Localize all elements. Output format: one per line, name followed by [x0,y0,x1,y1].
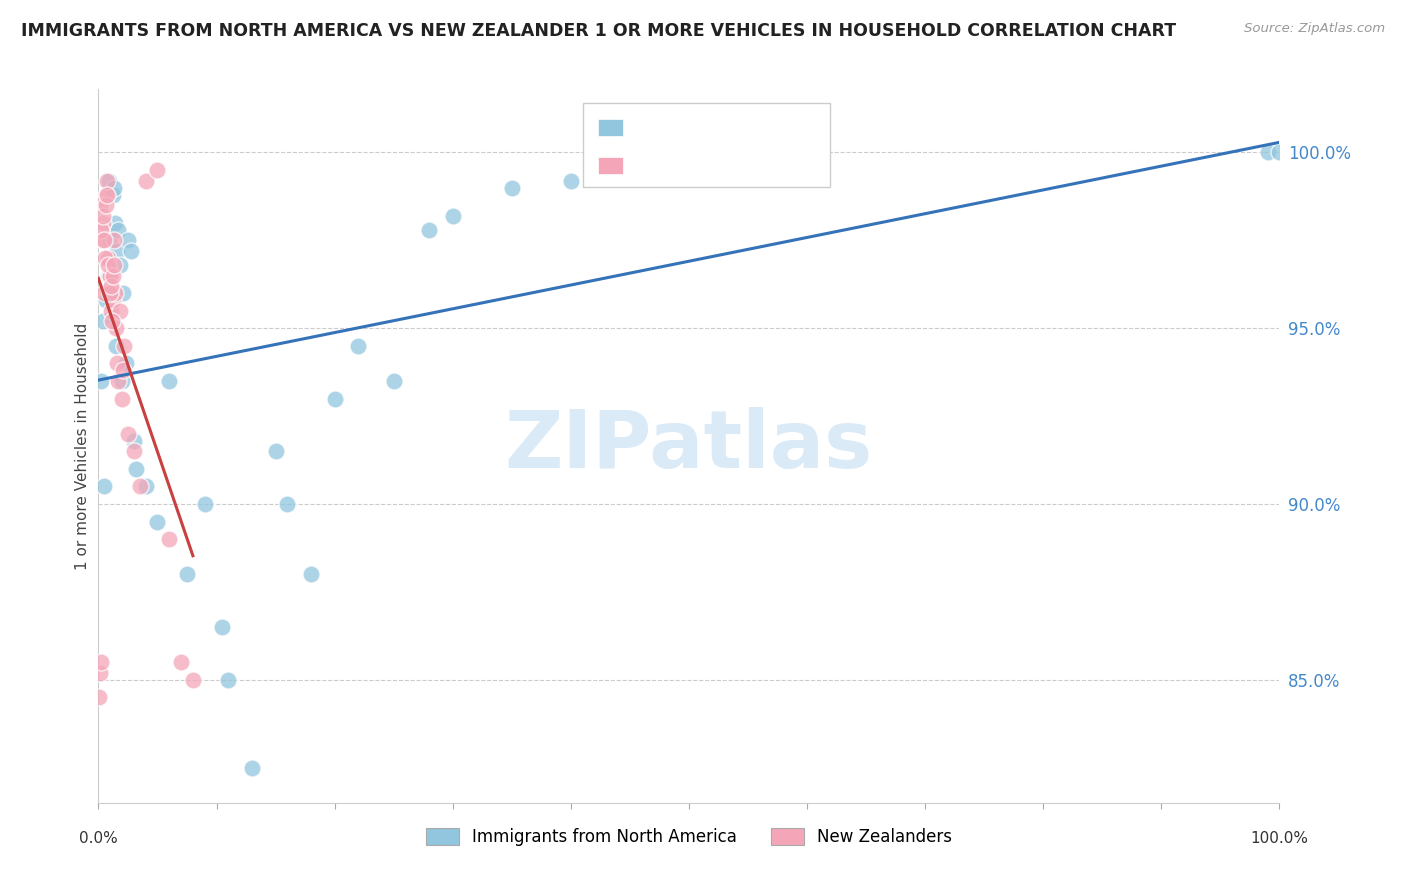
Point [117,233,139,247]
Point [108,258,131,272]
Point [104,286,127,301]
Point [100,279,122,293]
Point [97,251,120,265]
Point [100,279,122,293]
Point [101,293,124,307]
Point [122,434,145,448]
Point [146,163,169,178]
Point [87,690,110,705]
Point [194,497,217,511]
Point [418,223,440,237]
Point [89,665,111,680]
Point [93,233,115,247]
Point [107,223,129,237]
Point [100,303,122,318]
Point [93,286,115,301]
Point [90,223,112,237]
Text: R = 0.394   N = 45: R = 0.394 N = 45 [630,113,800,131]
Point [112,339,135,353]
Point [299,567,322,582]
Text: 0.0%: 0.0% [79,831,118,847]
Point [211,620,233,634]
Point [105,356,128,370]
Point [105,244,128,258]
Point [91,233,114,247]
Point [560,173,582,187]
Point [121,244,143,258]
Point [170,655,193,669]
Text: IMMIGRANTS FROM NORTH AMERICA VS NEW ZEALANDER 1 OR MORE VEHICLES IN HOUSEHOLD C: IMMIGRANTS FROM NORTH AMERICA VS NEW ZEA… [21,22,1177,40]
Point [105,321,128,335]
Point [117,426,139,441]
Point [347,339,370,353]
Point [112,363,135,377]
Point [96,173,118,187]
Text: R = 0.308   N = 43: R = 0.308 N = 43 [630,150,800,168]
Point [441,209,464,223]
Point [128,479,150,493]
Point [1268,145,1291,160]
Point [264,444,287,458]
Point [89,198,111,212]
Point [217,673,239,687]
Point [125,462,148,476]
Point [240,761,263,775]
Point [323,392,346,406]
Point [112,286,135,301]
Legend: Immigrants from North America, New Zealanders: Immigrants from North America, New Zeala… [419,822,959,853]
Point [135,173,157,187]
Point [98,233,121,247]
Point [98,286,121,301]
Point [103,180,125,194]
Y-axis label: 1 or more Vehicles in Household: 1 or more Vehicles in Household [75,322,90,570]
Point [737,153,759,167]
Point [91,209,114,223]
Point [103,268,125,283]
Point [796,153,818,167]
Point [91,314,114,328]
Point [107,374,129,388]
Point [105,339,128,353]
Point [501,180,523,194]
Point [104,216,127,230]
Point [93,479,115,493]
Point [98,268,121,283]
Point [678,163,700,178]
Point [91,216,114,230]
Point [103,258,125,272]
Point [98,268,121,283]
Point [90,655,112,669]
Point [97,258,120,272]
Point [108,303,131,318]
Point [103,233,125,247]
Point [176,567,198,582]
Point [96,187,118,202]
Point [157,374,180,388]
Point [94,251,117,265]
Point [114,356,136,370]
Point [101,314,124,328]
Point [98,173,121,187]
Point [94,293,117,307]
Text: 100.0%: 100.0% [1250,831,1309,847]
Point [1257,145,1279,160]
Point [97,268,120,283]
Point [157,532,180,546]
Point [382,374,405,388]
Text: ZIPatlas: ZIPatlas [505,407,873,485]
Point [146,515,169,529]
Point [181,673,204,687]
Point [94,198,117,212]
Point [276,497,298,511]
Point [111,392,134,406]
Point [101,187,124,202]
Text: Source: ZipAtlas.com: Source: ZipAtlas.com [1244,22,1385,36]
Point [94,187,117,202]
Point [122,444,145,458]
Point [135,479,157,493]
Point [90,374,112,388]
Point [111,374,134,388]
